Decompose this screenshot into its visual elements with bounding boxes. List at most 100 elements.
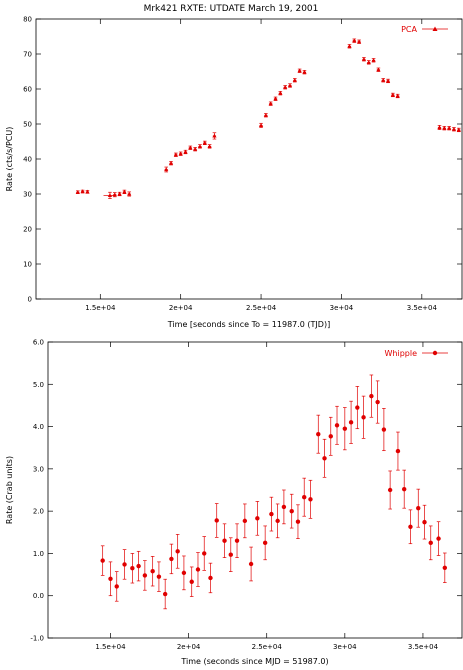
pca-data-point	[371, 58, 376, 62]
pca-ytick-label: 80	[23, 16, 32, 24]
pca-data-point	[183, 149, 188, 154]
pca-data-point	[366, 60, 371, 64]
whipple-data-point	[395, 448, 401, 454]
pca-data-point	[456, 127, 461, 132]
pca-data-point	[80, 189, 85, 194]
pca-data-point	[268, 101, 273, 106]
pca-ytick-label: 70	[23, 51, 32, 59]
whipple-data-point	[114, 584, 119, 589]
whipple-data-point	[122, 562, 127, 567]
pca-data-point	[437, 125, 442, 130]
whipple-data-point	[322, 456, 327, 461]
pca-data-point	[164, 167, 169, 172]
whipple-data-point	[262, 540, 268, 546]
whipple-data-point	[408, 524, 413, 529]
whipple-data-point	[208, 575, 213, 581]
pca-ytick-label: 30	[23, 191, 32, 199]
whipple-data-point	[100, 558, 105, 563]
whipple-data-point	[255, 516, 260, 521]
whipple-ytick-label: 2.0	[33, 508, 44, 516]
pca-data-point	[395, 93, 400, 98]
whipple-data-point	[334, 423, 340, 428]
whipple-data-point	[108, 576, 113, 581]
whipple-legend-marker	[432, 350, 438, 356]
whipple-xtick-label: 2e+04	[177, 643, 201, 651]
pca-data-point	[122, 189, 127, 194]
whipple-data-point	[162, 591, 168, 597]
whipple-ytick-label: 4.0	[33, 423, 44, 431]
pca-data-point	[390, 92, 395, 97]
whipple-data-point	[428, 540, 433, 546]
pca-data-point	[381, 77, 386, 82]
whipple-panel: -1.0 0.0 1.0 2.0 3.0 4.0 5.0 6.0 1.5e+04 2e+04 2.5…	[5, 339, 463, 666]
whipple-data-point	[436, 536, 441, 541]
whipple-ytick-label: 1.0	[33, 550, 44, 558]
figure-title: Mrk421 RXTE: UTDATE March 19, 2001	[144, 4, 319, 14]
pca-data-point	[287, 83, 293, 88]
whipple-ytick-label: 5.0	[33, 381, 44, 389]
whipple-x-axis-label: Time (seconds since MJD = 51987.0)	[180, 657, 328, 666]
whipple-y-axis-label: Rate (Crab units)	[5, 456, 14, 524]
whipple-data-point	[248, 561, 254, 567]
whipple-data-point	[181, 570, 187, 576]
whipple-data-point	[302, 494, 307, 500]
pca-ytick-label: 0	[28, 296, 32, 304]
whipple-ytick-label: 3.0	[33, 465, 44, 473]
pca-data-point	[173, 152, 178, 157]
pca-data-point	[212, 133, 217, 138]
whipple-data-point	[169, 556, 174, 562]
pca-ytick-label: 50	[23, 121, 32, 129]
whipple-data-point	[361, 415, 366, 420]
pca-xtick-label: 3.5e+04	[407, 304, 438, 312]
pca-data-point	[361, 56, 367, 61]
pca-data-point	[178, 151, 183, 156]
pca-data-point	[278, 90, 283, 95]
pca-data-point	[168, 160, 174, 165]
whipple-data-point	[222, 538, 227, 543]
whipple-data-point	[275, 518, 280, 524]
whipple-data-point	[175, 549, 180, 554]
whipple-data-point	[136, 563, 141, 569]
whipple-data-point	[156, 574, 162, 579]
pca-data-point	[112, 192, 117, 197]
pca-data-point	[193, 146, 198, 151]
whipple-data-point	[355, 405, 360, 410]
pca-data-point	[107, 193, 113, 197]
whipple-data-point	[422, 519, 427, 525]
pca-xtick-label: 2.5e+04	[246, 304, 277, 312]
whipple-xtick-label: 3e+04	[333, 643, 357, 651]
whipple-plot-frame	[47, 341, 463, 639]
pca-xtick-label: 3e+04	[330, 304, 354, 312]
whipple-data-point	[316, 431, 321, 437]
whipple-data-point	[150, 568, 155, 574]
whipple-xtick-label: 3.5e+04	[408, 643, 439, 651]
pca-data-point	[117, 191, 122, 196]
pca-ytick-label: 60	[23, 86, 32, 94]
whipple-data-point	[228, 552, 233, 557]
pca-data-point	[376, 67, 381, 72]
pca-panel: 0 10 20 30 40 50 60 70 80 1.5e+04 2e+04 2.5e+04 3e+0…	[5, 16, 463, 329]
whipple-data-point	[342, 426, 348, 431]
pca-xtick-label: 1.5e+04	[85, 304, 116, 312]
pca-data-point	[283, 84, 288, 89]
whipple-xtick-label: 1.5e+04	[95, 643, 126, 651]
whipple-data-point	[214, 518, 219, 523]
pca-data-point	[197, 144, 203, 148]
pca-data-point	[357, 39, 362, 44]
pca-data-point	[447, 125, 452, 130]
pca-data-point	[75, 189, 80, 194]
whipple-ytick-label: 6.0	[33, 339, 44, 347]
whipple-xtick-label: 2.5e+04	[252, 643, 283, 651]
pca-data-point	[85, 189, 90, 194]
pca-data-point	[347, 44, 352, 48]
pca-data-point	[188, 145, 193, 150]
pca-data-point	[258, 123, 264, 127]
whipple-ytick-label: -1.0	[30, 635, 44, 643]
whipple-data-point	[308, 497, 313, 502]
pca-data-point	[127, 191, 132, 196]
pca-data-point	[302, 69, 307, 74]
whipple-data-point	[289, 508, 294, 514]
pca-ytick-label: 20	[23, 226, 32, 234]
pca-data-point	[352, 38, 357, 43]
